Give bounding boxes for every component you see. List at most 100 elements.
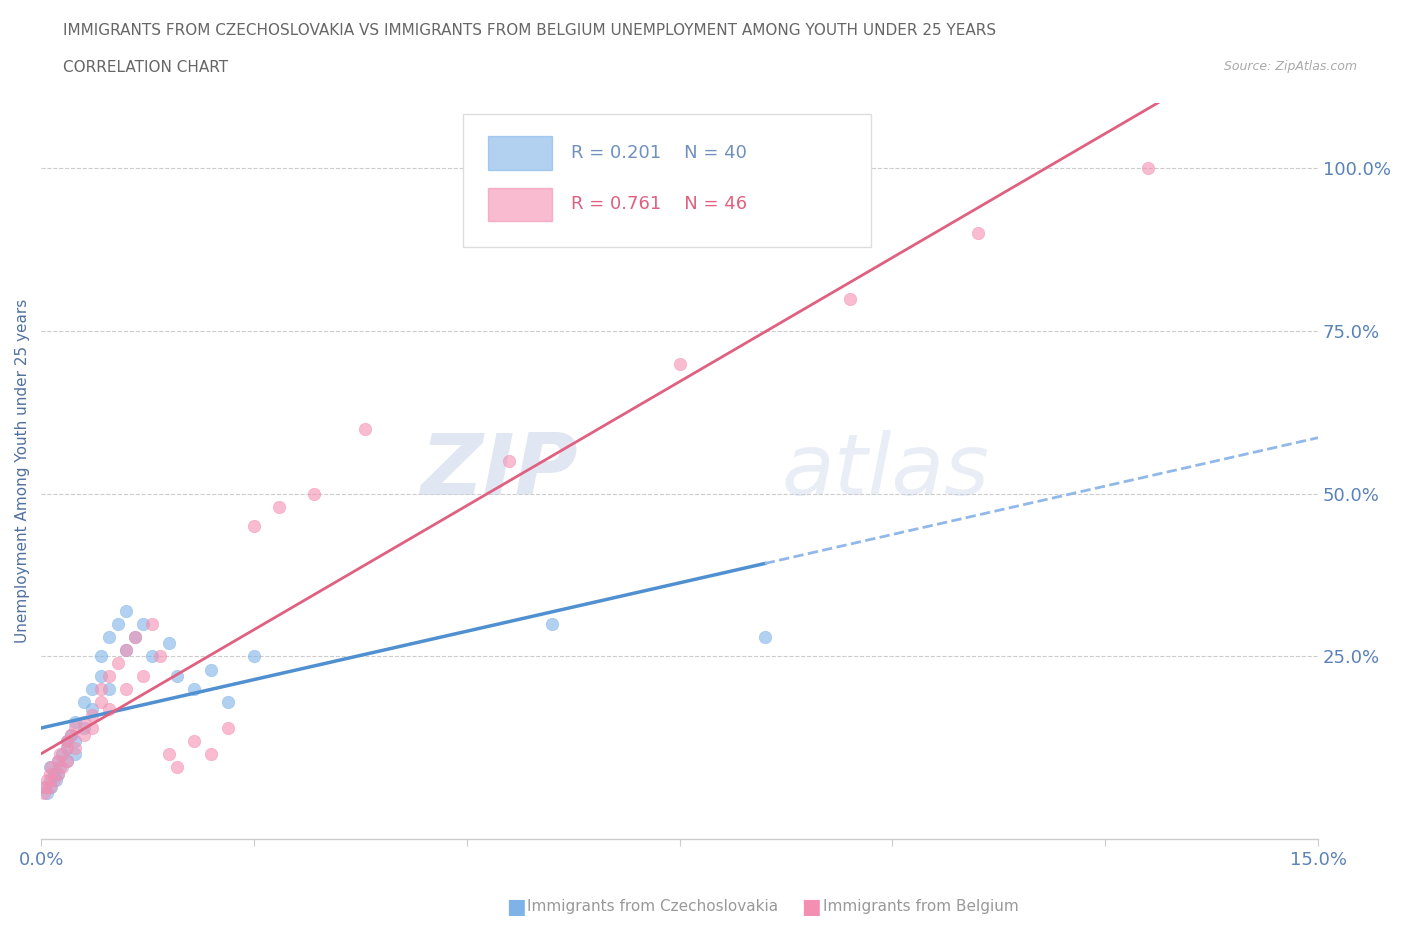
Point [46,766,69,781]
Point [166,669,188,684]
Point [49,760,72,775]
Point [55,740,77,755]
Point [38,766,60,781]
Point [200,747,222,762]
Point [90,682,112,697]
Point [55,734,77,749]
Point [38,779,60,794]
Text: IMMIGRANTS FROM CZECHOSLOVAKIA VS IMMIGRANTS FROM BELGIUM UNEMPLOYMENT AMONG YOU: IMMIGRANTS FROM CZECHOSLOVAKIA VS IMMIGR… [63,23,997,38]
Point [157,636,180,651]
Point [115,604,138,618]
Point [46,766,69,781]
Point [32,786,55,801]
Text: atlas: atlas [782,430,990,512]
Point [754,630,776,644]
Point [34,779,56,794]
Point [115,643,138,658]
Point [82,708,104,723]
Y-axis label: Unemployment Among Youth under 25 years: Unemployment Among Youth under 25 years [15,299,30,644]
Point [46,753,69,768]
Point [51,760,73,775]
Point [157,747,180,762]
Point [82,682,104,697]
Point [46,753,69,768]
Point [55,734,77,749]
Point [55,740,77,755]
Point [73,695,96,710]
Point [63,714,86,729]
Point [98,669,121,684]
FancyBboxPatch shape [488,137,553,169]
Point [63,721,86,736]
Text: ■: ■ [801,897,821,917]
Point [90,649,112,664]
Point [498,454,520,469]
Point [668,356,690,371]
Point [243,519,266,534]
Point [34,779,56,794]
Point [63,740,86,755]
Point [966,226,988,241]
Point [302,486,325,501]
Point [124,630,146,644]
Point [141,617,163,631]
Point [98,701,121,716]
FancyBboxPatch shape [488,188,553,221]
Point [38,760,60,775]
Point [55,753,77,768]
Text: R = 0.761    N = 46: R = 0.761 N = 46 [571,195,747,213]
Point [124,630,146,644]
Text: ZIP: ZIP [420,430,578,512]
Point [353,421,375,436]
FancyBboxPatch shape [463,114,872,246]
Point [200,662,222,677]
Point [55,753,77,768]
Point [73,721,96,736]
Point [73,714,96,729]
Point [49,747,72,762]
Point [107,617,129,631]
Point [35,786,58,801]
Text: R = 0.201    N = 40: R = 0.201 N = 40 [571,143,747,162]
Point [41,760,63,775]
Point [98,682,121,697]
Text: CORRELATION CHART: CORRELATION CHART [63,60,228,75]
Point [90,669,112,684]
Text: ■: ■ [506,897,526,917]
Point [183,682,205,697]
Point [82,701,104,716]
Point [38,773,60,788]
Point [149,649,172,664]
Point [132,617,155,631]
Point [141,649,163,664]
Point [183,734,205,749]
Point [166,760,188,775]
Text: Immigrants from Belgium: Immigrants from Belgium [823,899,1018,914]
Text: Immigrants from Czechoslovakia: Immigrants from Czechoslovakia [527,899,779,914]
Point [82,721,104,736]
Point [115,682,138,697]
Point [42,766,65,781]
Point [838,291,860,306]
Point [59,727,82,742]
Point [73,727,96,742]
Point [217,721,239,736]
Text: Source: ZipAtlas.com: Source: ZipAtlas.com [1223,60,1357,73]
Point [42,773,65,788]
Point [51,747,73,762]
Point [35,773,58,788]
Point [63,747,86,762]
Point [541,617,564,631]
Point [1136,161,1159,176]
Point [243,649,266,664]
Point [107,656,129,671]
Point [45,773,67,788]
Point [41,779,63,794]
Point [217,695,239,710]
Point [90,695,112,710]
Point [269,499,291,514]
Point [63,734,86,749]
Point [98,630,121,644]
Point [132,669,155,684]
Point [59,727,82,742]
